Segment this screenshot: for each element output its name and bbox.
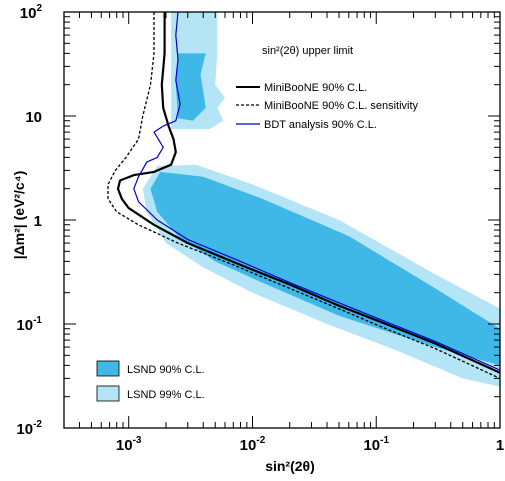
legend-label-sensitivity: MiniBooNE 90% C.L. sensitivity [264,100,419,112]
x-tick-label: 10-3 [116,435,142,454]
x-axis-title: sin²(2θ) [265,458,315,474]
region-legend: LSND 90% C.L. LSND 99% C.L. [96,360,205,402]
y-tick-label: 10-2 [16,419,42,438]
y-tick-label: 10 [25,109,42,126]
series-bdt-analysis-90-c-l [133,12,500,371]
region-lsnd-90-c-l-0 [175,53,206,121]
x-tick-label: 10-1 [363,435,389,454]
x-tick-label: 1 [496,437,504,454]
tick-labels: 10-3 10-2 10-1 1 10-2 10-1 1 10 102 [16,3,504,454]
y-tick-label: 1 [34,213,42,230]
y-tick-label: 10-1 [16,315,42,334]
limit-curves [107,12,500,379]
region-lsnd-90-c-l-1 [150,171,500,366]
line-legend: sin²(2θ) upper limit MiniBooNE 90% C.L. … [236,45,419,131]
y-tick-label: 102 [20,3,43,22]
y-axis-title: |Δm²| (eV²/c⁴) [11,171,27,260]
legend-label-lsnd90: LSND 90% C.L. [127,364,205,376]
legend-swatch-lsnd99 [96,385,120,402]
series-miniboone-90-c-l [116,12,500,374]
legend-label-lsnd99: LSND 99% C.L. [127,389,205,401]
axis-ticks [63,11,501,429]
x-tick-label: 10-2 [240,435,266,454]
series-miniboone-90-c-l-sensitivity [107,12,500,379]
legend-swatch-lsnd90 [96,360,120,377]
legend-title: sin²(2θ) upper limit [262,45,353,57]
legend-label-bdt: BDT analysis 90% C.L. [264,119,377,131]
legend-label-miniboone: MiniBooNE 90% C.L. [264,82,367,94]
